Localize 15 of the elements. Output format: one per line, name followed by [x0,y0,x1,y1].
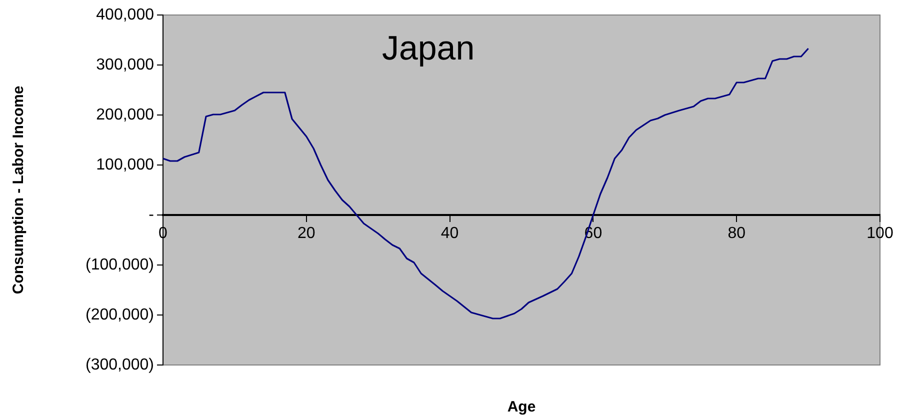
y-tick-label: - [148,206,154,224]
x-tick-label: 80 [728,225,746,242]
y-tick-label: 300,000 [96,56,154,74]
y-axis-title: Consumption - Labor Income [10,86,28,294]
y-tick-label: 400,000 [96,6,154,24]
x-tick-label: 40 [440,225,459,242]
x-axis-title: Age [507,398,536,416]
x-tick-label: 20 [298,225,316,242]
y-tick-label: 100,000 [96,156,154,174]
x-tick-label: 100 [866,225,894,242]
y-tick-label: (200,000) [86,306,154,324]
y-tick-label: (100,000) [86,256,154,274]
chart-title: Japan [382,29,475,68]
y-tick-label: 200,000 [96,106,154,124]
y-tick-label: (300,000) [86,356,154,374]
